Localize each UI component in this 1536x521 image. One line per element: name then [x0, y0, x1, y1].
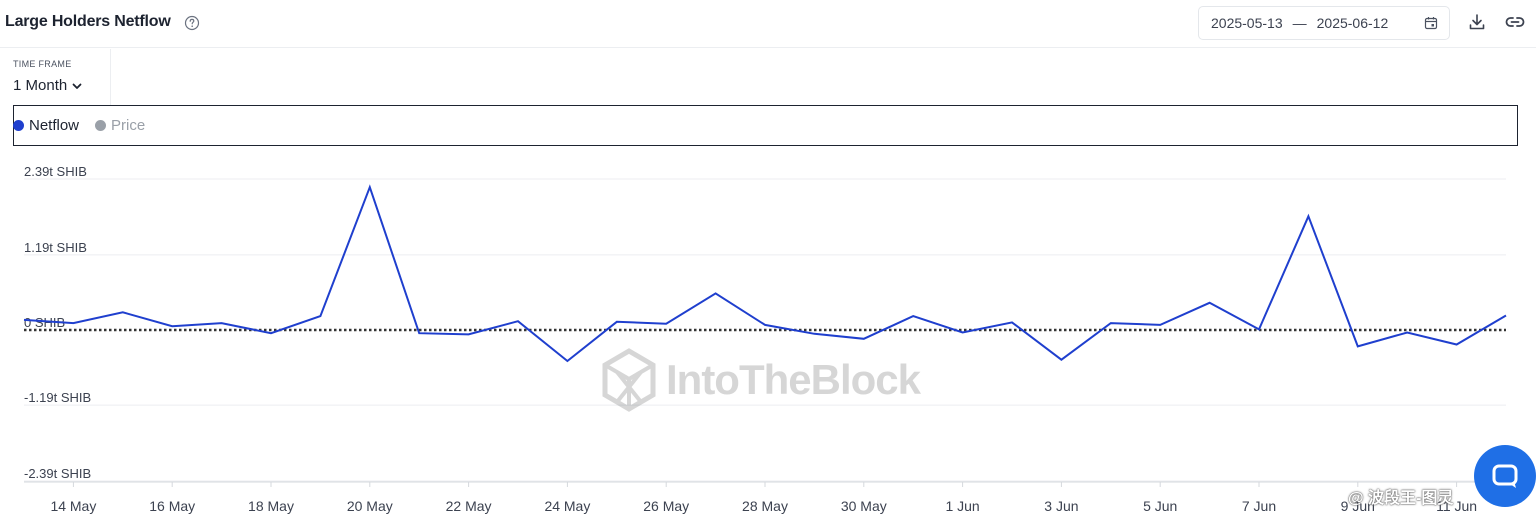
- netflow-data-point: [812, 331, 817, 336]
- netflow-data-point: [22, 317, 27, 322]
- netflow-chart-svg: 2.39t SHIB 1.19t SHIB 0 SHIB -1.19t SHIB -2.…: [22, 164, 1509, 514]
- x-tick-label: 24 May: [544, 498, 590, 514]
- netflow-data-point: [219, 321, 224, 326]
- netflow-data-point: [763, 322, 768, 327]
- netflow-series-line: [23, 184, 1507, 363]
- netflow-data-point: [71, 321, 76, 326]
- x-tick-label: 3 Jun: [1044, 498, 1078, 514]
- intotheblock-logo-icon: [602, 348, 656, 412]
- timeframe-dropdown[interactable]: 1 Month: [13, 77, 83, 94]
- x-tick-label: 5 Jun: [1143, 498, 1177, 514]
- netflow-data-point: [269, 331, 274, 336]
- y-tick-label: 0 SHIB: [24, 315, 65, 330]
- date-start: 2025-05-13: [1211, 15, 1283, 31]
- netflow-data-point: [664, 321, 669, 326]
- y-tick-label: -1.19t SHIB: [24, 390, 91, 405]
- legend-item-netflow[interactable]: Netflow: [13, 117, 79, 134]
- x-tick-label: 9 Jun: [1341, 498, 1375, 514]
- overlay-tag: @ 波段王-图灵: [1348, 490, 1454, 507]
- chat-icon: [1492, 464, 1518, 488]
- netflow-data-point: [1355, 344, 1360, 349]
- link-icon[interactable]: [1505, 13, 1525, 31]
- netflow-data-point: [367, 185, 372, 190]
- help-icon[interactable]: [184, 15, 200, 31]
- x-tick-label: 14 May: [50, 498, 96, 514]
- x-tick-label: 16 May: [149, 498, 195, 514]
- netflow-data-point: [911, 314, 916, 319]
- x-tick-label: 20 May: [347, 498, 393, 514]
- netflow-data-point: [1257, 327, 1262, 332]
- y-tick-label: 1.19t SHIB: [24, 240, 87, 255]
- netflow-data-point: [1405, 330, 1410, 335]
- netflow-data-point: [120, 310, 125, 315]
- chevron-down-icon: [72, 83, 82, 89]
- netflow-data-point: [861, 336, 866, 341]
- netflow-dot-icon: [13, 120, 24, 131]
- netflow-data-point: [1454, 342, 1459, 347]
- download-icon[interactable]: [1468, 13, 1486, 31]
- intotheblock-watermark: IntoTheBlock: [602, 348, 921, 412]
- price-dot-icon: [95, 120, 107, 131]
- page-title: Large Holders Netflow: [5, 13, 171, 30]
- legend-netflow-label: Netflow: [29, 117, 80, 134]
- chart-header: Large Holders Netflow 2025-05-13 — 2025-…: [0, 0, 1536, 48]
- x-tick-label: 11 Jun: [1436, 498, 1477, 514]
- netflow-data-point: [1504, 313, 1509, 318]
- y-tick-label: 2.39t SHIB: [24, 164, 87, 179]
- netflow-data-point: [1158, 322, 1163, 327]
- netflow-data-point: [318, 314, 323, 319]
- timeframe-selector[interactable]: TIME FRAME 1 Month: [0, 49, 111, 105]
- netflow-chart: 2.39t SHIB 1.19t SHIB 0 SHIB -1.19t SHIB -2.…: [0, 146, 1536, 521]
- x-tick-label: 30 May: [841, 498, 887, 514]
- date-separator: —: [1292, 15, 1307, 31]
- netflow-data-point: [1108, 321, 1113, 326]
- netflow-data-point: [713, 291, 718, 296]
- x-tick-label: 22 May: [446, 498, 492, 514]
- netflow-data-point: [516, 319, 521, 324]
- netflow-data-point: [1207, 300, 1212, 305]
- legend-item-price[interactable]: Price: [95, 117, 145, 134]
- netflow-data-point: [417, 331, 422, 336]
- netflow-data-point: [170, 324, 175, 329]
- x-tick-label: 28 May: [742, 498, 788, 514]
- y-tick-label: -2.39t SHIB: [24, 466, 91, 481]
- date-range-picker[interactable]: 2025-05-13 — 2025-06-12: [1198, 6, 1450, 40]
- x-tick-label: 18 May: [248, 498, 294, 514]
- x-tick-label: 7 Jun: [1242, 498, 1276, 514]
- netflow-data-point: [565, 358, 570, 363]
- chart-legend: Netflow Price: [13, 105, 1518, 146]
- netflow-data-point: [1059, 357, 1064, 362]
- x-tick-label: 1 Jun: [945, 498, 979, 514]
- timeframe-value: 1 Month: [13, 77, 68, 94]
- netflow-data-point: [1010, 320, 1015, 325]
- netflow-data-point: [614, 319, 619, 324]
- watermark-text: IntoTheBlock: [666, 356, 921, 403]
- netflow-data-point: [960, 330, 965, 335]
- chat-button[interactable]: [1474, 445, 1536, 507]
- netflow-data-point: [1306, 214, 1311, 219]
- calendar-icon: [1424, 17, 1438, 30]
- date-end: 2025-06-12: [1316, 15, 1389, 31]
- x-tick-label: 26 May: [643, 498, 689, 514]
- netflow-data-point: [466, 332, 471, 337]
- legend-price-label: Price: [111, 117, 146, 134]
- timeframe-label: TIME FRAME: [13, 59, 72, 69]
